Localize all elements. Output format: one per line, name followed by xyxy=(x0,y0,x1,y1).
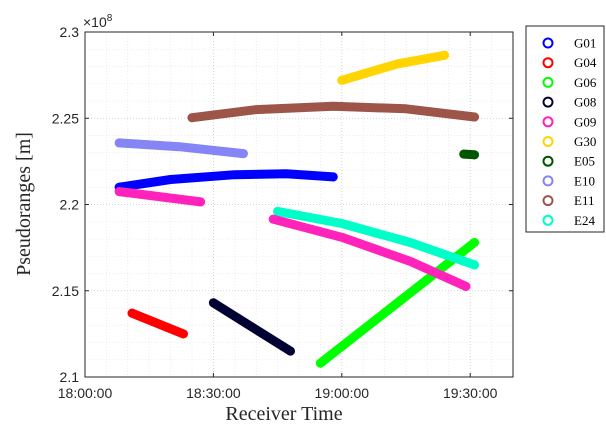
series-trace-g01 xyxy=(114,169,338,192)
series-trace-e10 xyxy=(114,138,248,159)
data-point xyxy=(461,281,471,291)
x-tick-label: 18:00:00 xyxy=(58,385,113,401)
x-tick-label: 18:30:00 xyxy=(186,385,241,401)
series-layer xyxy=(114,50,479,368)
series-e11 xyxy=(187,101,479,123)
series-g09 xyxy=(114,187,206,207)
series-e10 xyxy=(114,138,248,159)
data-point xyxy=(315,358,325,368)
data-point xyxy=(469,112,479,122)
data-point xyxy=(469,260,479,270)
series-trace-g06 xyxy=(315,238,479,368)
y-tick-label: 2.15 xyxy=(52,283,79,299)
y-exponent-base: ×10 xyxy=(83,14,107,30)
series-trace-g08 xyxy=(208,298,295,356)
data-point xyxy=(268,214,278,224)
legend-label: E24 xyxy=(574,213,595,228)
legend-label: G09 xyxy=(574,114,596,129)
legend-box xyxy=(525,25,605,233)
data-point xyxy=(127,308,137,318)
data-point xyxy=(196,197,206,207)
series-g04 xyxy=(127,308,188,339)
y-axis-label: Pseudoranges [m] xyxy=(13,132,35,276)
x-axis-label: Receiver Time xyxy=(225,403,342,425)
legend-label: G30 xyxy=(574,134,596,149)
legend-marker xyxy=(542,195,554,207)
data-point xyxy=(440,50,450,60)
legend-label: E10 xyxy=(574,173,595,188)
series-e05 xyxy=(459,149,479,160)
legend-label: G08 xyxy=(574,95,596,110)
y-exponent-power: 8 xyxy=(107,13,113,24)
series-trace-g04 xyxy=(127,308,188,339)
legend-marker xyxy=(542,214,554,226)
legend-label: E11 xyxy=(574,193,594,208)
series-g08 xyxy=(208,298,295,356)
legend-marker xyxy=(542,136,554,147)
y-tick-label: 2.1 xyxy=(60,369,80,385)
legend-marker xyxy=(542,37,554,49)
x-tick-labels: 18:00:00 18:30:00 19:00:00 19:30:00 xyxy=(58,385,498,401)
data-point xyxy=(273,206,283,216)
legend-item-g04: G04 xyxy=(542,55,597,70)
data-point xyxy=(285,346,295,356)
series-e24 xyxy=(273,206,479,270)
legend-marker xyxy=(542,96,554,108)
legend-items: G01 G04 G06 G08 G09 G30 E05 E10 E11 E24 xyxy=(542,36,597,228)
y-tick-labels: 2.1 2.15 2.2 2.25 2.3 xyxy=(52,24,79,385)
x-tick-label: 19:00:00 xyxy=(315,385,370,401)
data-point xyxy=(337,75,347,85)
data-point xyxy=(187,113,197,123)
series-g06 xyxy=(315,237,479,368)
legend: G01 G04 G06 G08 G09 G30 E05 E10 E11 E24 xyxy=(525,25,605,233)
legend-item-g09: G09 xyxy=(542,114,596,129)
legend-item-g06: G06 xyxy=(542,75,597,90)
data-point xyxy=(178,329,188,339)
legend-marker xyxy=(542,116,554,128)
series-trace-g09 xyxy=(268,214,471,291)
series-trace-e24 xyxy=(273,206,479,270)
legend-label: E05 xyxy=(574,154,595,169)
tick-marks xyxy=(84,31,513,378)
y-tick-label: 2.2 xyxy=(60,197,80,213)
legend-item-e24: E24 xyxy=(542,213,595,228)
data-point xyxy=(469,237,479,247)
series-trace-e11 xyxy=(187,101,479,123)
plot-area: 18:00:00 18:30:00 19:00:00 19:30:00 2.1 2.15… xyxy=(52,24,514,401)
data-point xyxy=(469,150,479,160)
legend-item-g30: G30 xyxy=(542,134,596,149)
legend-item-e11: E11 xyxy=(542,193,594,208)
legend-marker xyxy=(542,175,554,187)
legend-item-e05: E05 xyxy=(542,154,595,169)
data-point xyxy=(114,187,124,197)
y-exponent-label: ×108 xyxy=(83,13,113,30)
series-trace-g30 xyxy=(337,50,449,85)
data-point xyxy=(114,138,124,148)
legend-item-g08: G08 xyxy=(542,95,596,110)
data-point xyxy=(208,298,218,308)
y-tick-label: 2.25 xyxy=(52,110,79,126)
legend-label: G04 xyxy=(574,55,597,70)
x-tick-label: 19:30:00 xyxy=(443,385,498,401)
legend-item-g01: G01 xyxy=(542,36,596,51)
legend-marker xyxy=(542,57,554,69)
legend-marker xyxy=(542,76,554,88)
series-trace-g09 xyxy=(114,187,206,207)
legend-marker xyxy=(542,155,554,167)
series-g09 xyxy=(268,214,471,291)
data-point xyxy=(328,172,338,182)
legend-label: G06 xyxy=(574,75,597,90)
y-tick-label: 2.3 xyxy=(60,24,80,40)
series-g30 xyxy=(337,50,450,85)
data-point xyxy=(238,149,248,159)
data-point xyxy=(459,149,469,159)
legend-item-e10: E10 xyxy=(542,173,595,188)
legend-label: G01 xyxy=(574,36,596,51)
